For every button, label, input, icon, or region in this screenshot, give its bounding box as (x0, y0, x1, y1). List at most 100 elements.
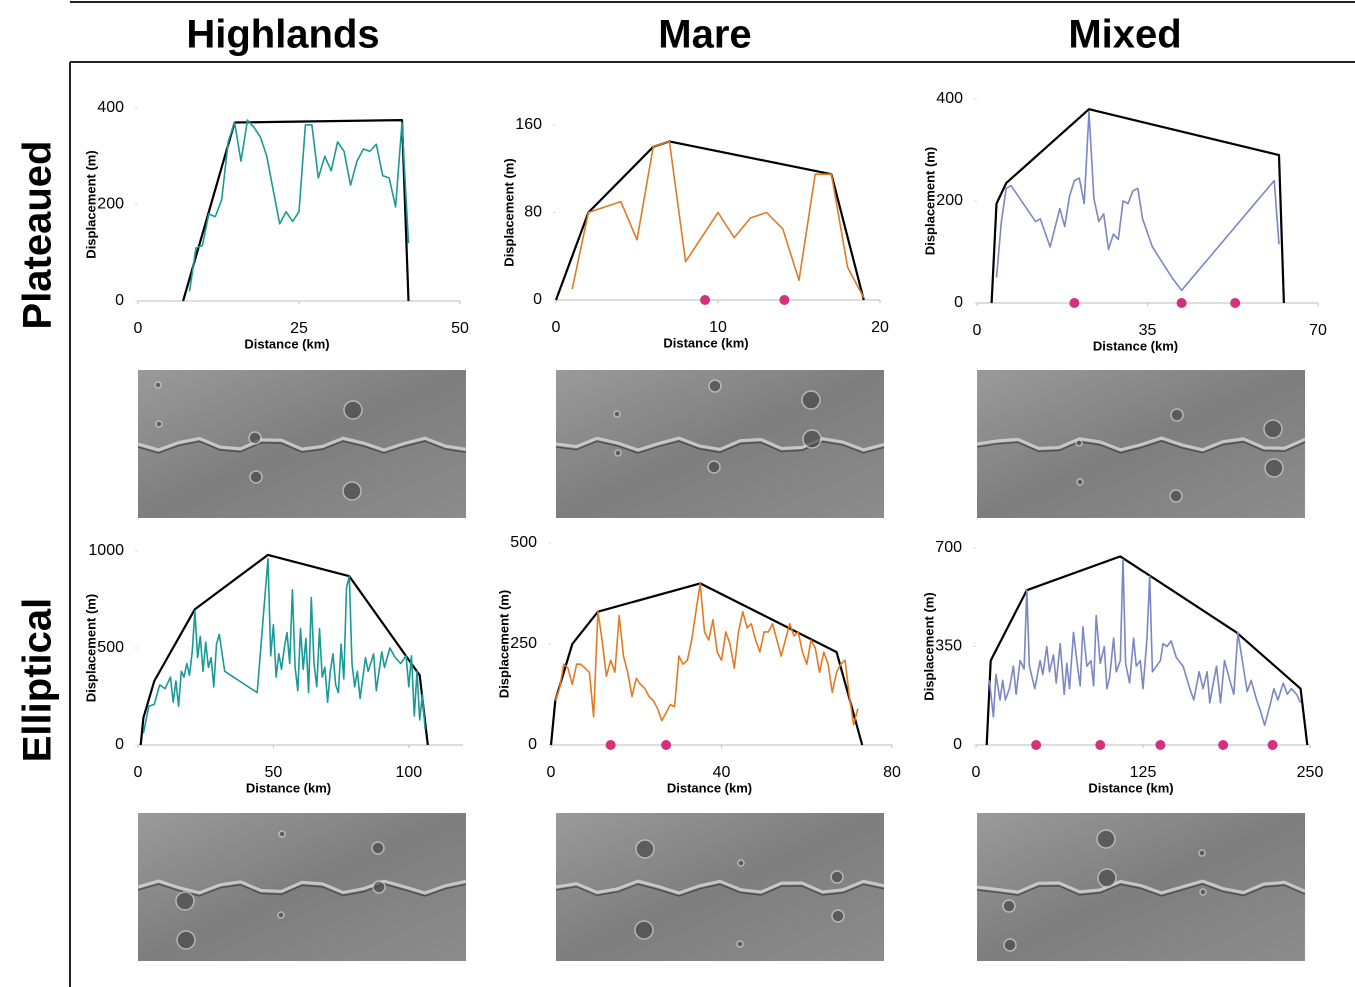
crater (803, 430, 821, 448)
location-marker (1095, 740, 1105, 750)
crater (802, 391, 820, 409)
crater (1199, 850, 1205, 856)
envelope-line (551, 583, 862, 745)
profile-line (572, 141, 864, 297)
column-header: Mare (658, 13, 751, 57)
x-tick-label: 50 (265, 764, 283, 781)
location-marker (661, 740, 671, 750)
y-tick-label: 160 (515, 116, 542, 133)
y-axis-label: Displacement (m) (921, 592, 936, 700)
x-tick-label: 0 (134, 320, 143, 337)
profile-line (143, 559, 425, 734)
row-header: Plateaued (16, 141, 60, 330)
y-tick-label: 250 (510, 635, 537, 652)
y-tick-label: 400 (97, 99, 124, 116)
y-tick-label: 0 (533, 291, 542, 308)
x-tick-label: 250 (1297, 764, 1324, 781)
crater (831, 871, 843, 883)
crater (176, 892, 194, 910)
row-header: Elliptical (16, 598, 60, 763)
crater (278, 912, 284, 918)
y-tick-label: 700 (935, 539, 962, 556)
envelope-line (992, 109, 1284, 303)
y-tick-label: 350 (935, 638, 962, 655)
x-axis-label: Distance (km) (1088, 780, 1173, 795)
crater (1265, 459, 1283, 477)
crater (279, 831, 285, 837)
crater (1003, 900, 1015, 912)
crater (344, 401, 362, 419)
crater (636, 840, 654, 858)
crater (832, 910, 844, 922)
crater (1171, 409, 1183, 421)
y-axis-label: Displacement (m) (501, 158, 516, 266)
crater (1076, 440, 1082, 446)
crater (615, 450, 621, 456)
x-tick-label: 0 (973, 322, 982, 339)
y-tick-label: 400 (936, 90, 963, 107)
y-tick-label: 500 (510, 534, 537, 551)
x-tick-label: 0 (972, 764, 981, 781)
y-axis-label: Displacement (m) (922, 147, 937, 255)
x-axis-label: Distance (km) (244, 336, 329, 351)
location-marker (1218, 740, 1228, 750)
x-tick-label: 0 (134, 764, 143, 781)
location-marker (779, 295, 789, 305)
surface-image (556, 813, 884, 961)
crater (373, 881, 385, 893)
y-tick-label: 0 (528, 736, 537, 753)
profile-line (997, 112, 1280, 290)
x-tick-label: 80 (883, 764, 901, 781)
y-tick-label: 200 (97, 196, 124, 213)
crater (1170, 490, 1182, 502)
crater (1004, 939, 1016, 951)
location-marker (1069, 298, 1079, 308)
y-tick-label: 0 (953, 736, 962, 753)
location-marker (606, 740, 616, 750)
crater (738, 860, 744, 866)
x-tick-label: 40 (713, 764, 731, 781)
profile-line (190, 120, 409, 291)
x-axis-label: Distance (km) (246, 780, 331, 795)
x-axis-label: Distance (km) (667, 780, 752, 795)
crater (635, 921, 653, 939)
crater (249, 432, 261, 444)
x-tick-label: 0 (552, 319, 561, 336)
location-marker (1268, 740, 1278, 750)
location-marker (1155, 740, 1165, 750)
crater (737, 941, 743, 947)
x-tick-label: 100 (395, 764, 422, 781)
x-tick-label: 125 (1130, 764, 1157, 781)
location-marker (1230, 298, 1240, 308)
y-axis-label: Displacement (m) (496, 590, 511, 698)
crater (372, 842, 384, 854)
profile-line (555, 583, 858, 724)
crater (250, 471, 262, 483)
crater (155, 382, 161, 388)
x-tick-label: 35 (1139, 322, 1157, 339)
y-axis-label: Displacement (m) (83, 594, 98, 702)
y-tick-label: 200 (936, 192, 963, 209)
crater (343, 482, 361, 500)
crater (708, 461, 720, 473)
x-tick-label: 70 (1309, 322, 1327, 339)
x-axis-label: Distance (km) (1093, 338, 1178, 353)
y-tick-label: 80 (524, 204, 542, 221)
crater (1077, 479, 1083, 485)
crater (1097, 830, 1115, 848)
profile-line (989, 559, 1300, 725)
y-tick-label: 0 (115, 292, 124, 309)
column-header: Highlands (186, 13, 379, 57)
column-header: Mixed (1068, 13, 1181, 57)
crater (1264, 420, 1282, 438)
x-tick-label: 25 (290, 320, 308, 337)
crater (1200, 889, 1206, 895)
x-tick-label: 50 (451, 320, 469, 337)
figure: Highlands Mare Mixed Plateaued Elliptica… (0, 0, 1355, 987)
envelope-line (556, 141, 864, 300)
y-tick-label: 0 (115, 736, 124, 753)
location-marker (1031, 740, 1041, 750)
crater (1098, 869, 1116, 887)
crater (177, 931, 195, 949)
location-marker (1177, 298, 1187, 308)
